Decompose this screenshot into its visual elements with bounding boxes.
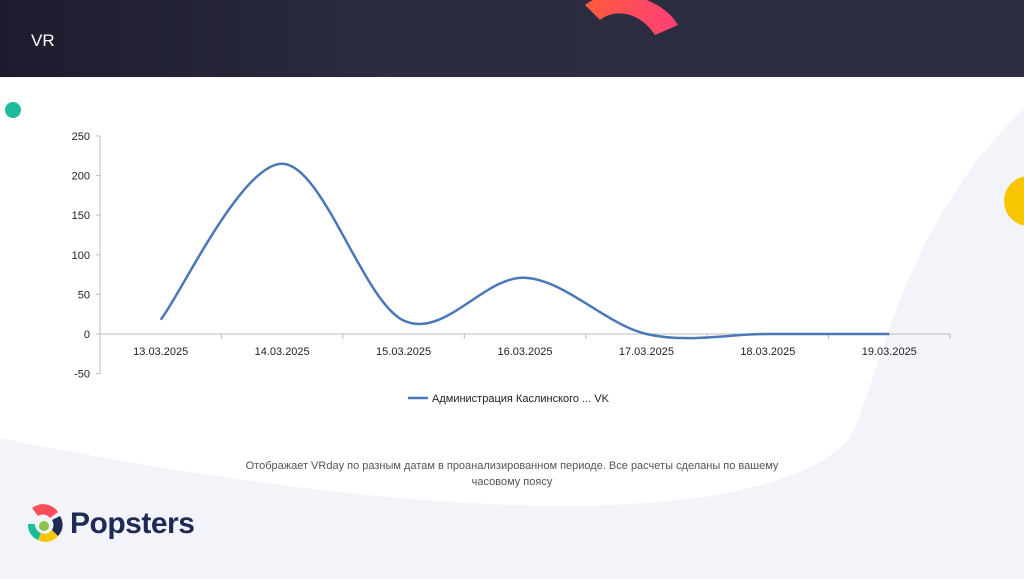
background-shapes xyxy=(0,78,1024,506)
y-tick-label: 150 xyxy=(72,210,90,222)
x-tick-label: 14.03.2025 xyxy=(255,346,310,358)
x-tick-label: 16.03.2025 xyxy=(497,346,552,358)
x-tick-label: 17.03.2025 xyxy=(619,346,674,358)
page-title: VR xyxy=(31,31,55,50)
teal-dot-icon xyxy=(5,102,21,118)
series-line xyxy=(159,162,890,340)
popsters-logo: Popsters xyxy=(24,502,195,546)
popsters-logo-icon xyxy=(27,504,63,542)
yellow-circle-icon xyxy=(1004,176,1024,226)
y-tick-label: 0 xyxy=(84,329,90,341)
decorative-arc-icon xyxy=(585,0,678,35)
x-tick-label: 13.03.2025 xyxy=(133,346,188,358)
y-tick-label: 100 xyxy=(72,250,90,262)
logo-text: Popsters xyxy=(70,507,195,540)
chart-description: Отображает VRday по разным датам в проан… xyxy=(245,460,779,488)
header: VR xyxy=(0,0,1024,77)
content-background xyxy=(0,78,1024,574)
x-tick-label: 15.03.2025 xyxy=(376,346,431,358)
legend-label: Администрация Каслинского ... VK xyxy=(432,393,610,405)
x-tick-label: 18.03.2025 xyxy=(740,346,795,358)
x-tick-label: 19.03.2025 xyxy=(862,346,917,358)
y-tick-label: 200 xyxy=(72,171,90,183)
line-chart: -50 0 50 100 150 200 250 13.03.2025 14.03.2025 15… xyxy=(72,131,951,405)
y-tick-label: 50 xyxy=(78,289,90,301)
y-tick-label: 250 xyxy=(72,131,90,143)
y-tick-label: -50 xyxy=(74,369,90,381)
